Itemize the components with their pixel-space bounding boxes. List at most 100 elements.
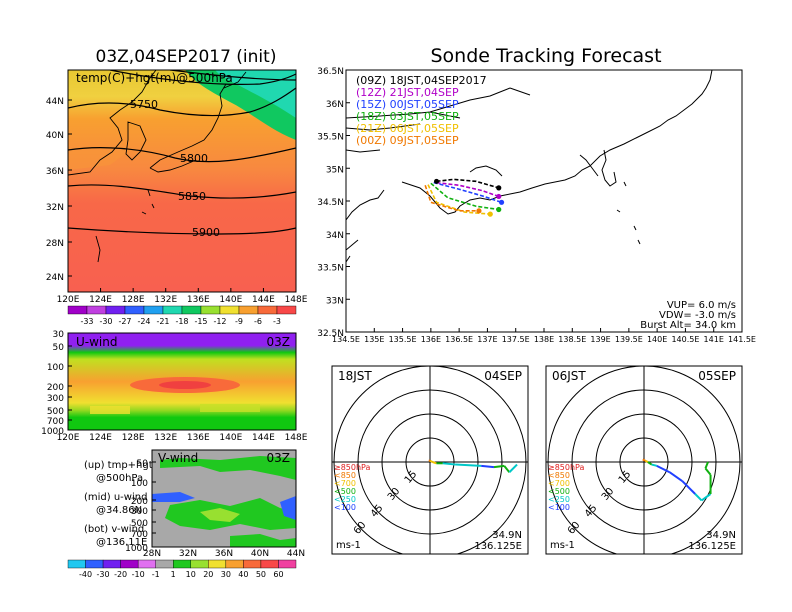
temp-colorbar-label: -9 — [235, 317, 243, 326]
coastline-hokkaido — [223, 71, 247, 89]
temp-colorbar-label: -12 — [213, 317, 226, 326]
vwind-lat-label: 40N — [251, 549, 269, 559]
wind-colorbar-swatch — [278, 559, 297, 569]
temp-map: temp(C)+hgt(m)@500hPa 5750 5800 5850 590… — [46, 69, 308, 305]
hodo-segment — [701, 493, 712, 502]
coastline-japan — [149, 83, 227, 173]
legend-line-a: (up) tmp+hgt — [84, 460, 153, 471]
hodo-segment — [432, 461, 437, 465]
sonde-track-0 — [436, 178, 499, 189]
coastline-mainland — [68, 70, 157, 176]
legend-line-b: @136.11E — [96, 537, 147, 548]
uwind-lon-label: 148E — [285, 433, 308, 443]
map-lat-label: 28N — [46, 239, 64, 249]
hodo-segment — [503, 465, 511, 473]
temp-colorbar-label: -21 — [156, 317, 169, 326]
temp-colorbar-swatch — [143, 305, 164, 315]
track-lon-label: 134.5E — [332, 335, 360, 344]
vwind-frame — [151, 449, 297, 548]
hodo-segment — [704, 461, 709, 469]
temp-colorbar-swatch — [105, 305, 126, 315]
sonde-track-5 — [424, 185, 479, 212]
track-lat-label: 36N — [326, 100, 344, 110]
wind-colorbar-label: 60 — [273, 570, 283, 579]
map-lon-ticks: 120E 124E 128E 132E 136E 140E 144E 148E — [57, 288, 308, 305]
wind-colorbar-label: 40 — [238, 570, 248, 579]
track-lat-label: 33N — [326, 296, 344, 306]
vwind-lat-ticks: 28N 32N 36N 40N 44N — [143, 549, 305, 559]
wind-colorbar-swatch — [155, 559, 174, 569]
temp-colorbar-label: -6 — [254, 317, 262, 326]
wind-colorbar-swatch — [190, 559, 209, 569]
track-lon-label: 140.5E — [671, 335, 699, 344]
sonde-track-2 — [433, 181, 502, 204]
temp-colorbar-label: -15 — [194, 317, 207, 326]
hodo-level-legend: ≥850hPa — [548, 463, 585, 472]
vwind-p-label: 1000 — [125, 544, 148, 554]
map-lon-label: 120E — [57, 295, 80, 305]
hodo-segment — [644, 459, 649, 463]
temp-colorbar-label: -24 — [137, 317, 150, 326]
wind-colorbar-swatch — [243, 559, 262, 569]
vwind-lat-label: 32N — [179, 549, 197, 559]
hodo-unit: ms-1 — [550, 540, 575, 551]
wind-colorbar-swatch — [120, 559, 139, 569]
temp-colorbar: -33 -30 -27 -24 -21 -18 -15 -12 -9 -6 -3 — [67, 305, 297, 326]
hodo-loc-lat: 34.9N — [706, 530, 736, 541]
hodo-time: 18JST — [338, 369, 372, 383]
temp-colorbar-label: -33 — [80, 317, 93, 326]
wind-colorbar-swatch — [102, 559, 121, 569]
uwind-lon-label: 128E — [122, 433, 145, 443]
uwind-lon-label: 136E — [187, 433, 210, 443]
hodo-segment — [681, 480, 696, 495]
uwind-lon-label: 144E — [252, 433, 275, 443]
hodo-level-legend: <250 — [334, 495, 356, 504]
contour-5900 — [68, 227, 296, 235]
wind-colorbar-label: 10 — [186, 570, 196, 579]
contour-label-5850: 5850 — [178, 190, 206, 203]
track-lon-label: 136E — [421, 335, 441, 344]
uwind-lon-ticks: 120E 124E 128E 132E 136E 140E 144E 148E — [57, 433, 308, 443]
legend-line-b: @500hPa — [96, 473, 143, 484]
uwind-p-label: 50 — [53, 343, 65, 353]
vwind-lat-label: 44N — [287, 549, 305, 559]
uwind-p-label: 200 — [47, 383, 64, 393]
vwind-lat-label: 28N — [143, 549, 161, 559]
map-label: temp(C)+hgt(m)@500hPa — [76, 71, 233, 85]
right-title: Sonde Tracking Forecast — [430, 45, 661, 67]
track-lon-label: 138E — [534, 335, 554, 344]
hodo-level-legend: <500 — [548, 487, 570, 496]
map-lon-label: 140E — [219, 295, 242, 305]
track-lon-label: 141.5E — [728, 335, 756, 344]
temp-colorbar-swatch — [162, 305, 183, 315]
contour-label-5750: 5750 — [130, 98, 158, 111]
hodo-segment — [455, 463, 482, 467]
legend-line-b: @34.86N — [96, 505, 142, 516]
temp-colorbar-swatch — [67, 305, 88, 315]
run-legend: (09Z) 18JST,04SEP2017(12Z) 21JST,04SEP(1… — [356, 74, 487, 147]
temp-colorbar-swatch — [200, 305, 221, 315]
vwind-p-label: 200 — [131, 497, 148, 507]
hodo-level-legend: <700 — [334, 479, 356, 488]
temp-colorbar-swatch — [219, 305, 240, 315]
sonde-landing-4 — [487, 211, 493, 217]
contour-top2 — [169, 70, 296, 81]
map-lat-label: 32N — [46, 203, 64, 213]
wind-colorbar-label: -10 — [132, 570, 145, 579]
hodo-segment — [669, 471, 683, 483]
map-lon-label: 128E — [122, 295, 145, 305]
sonde-landing-1 — [496, 193, 502, 200]
launch-point — [434, 178, 440, 184]
map-lon-label: 148E — [285, 295, 308, 305]
map-lon-label: 132E — [154, 295, 177, 305]
map-lon-label: 124E — [89, 295, 112, 305]
sonde-landing-0 — [496, 185, 502, 191]
track-lon-label: 137.5E — [502, 335, 530, 344]
hodo-level-legend: <700 — [548, 479, 570, 488]
temp-colorbar-label: -18 — [175, 317, 188, 326]
wind-colorbar-swatch — [173, 559, 191, 569]
hodo-segment — [481, 464, 495, 469]
